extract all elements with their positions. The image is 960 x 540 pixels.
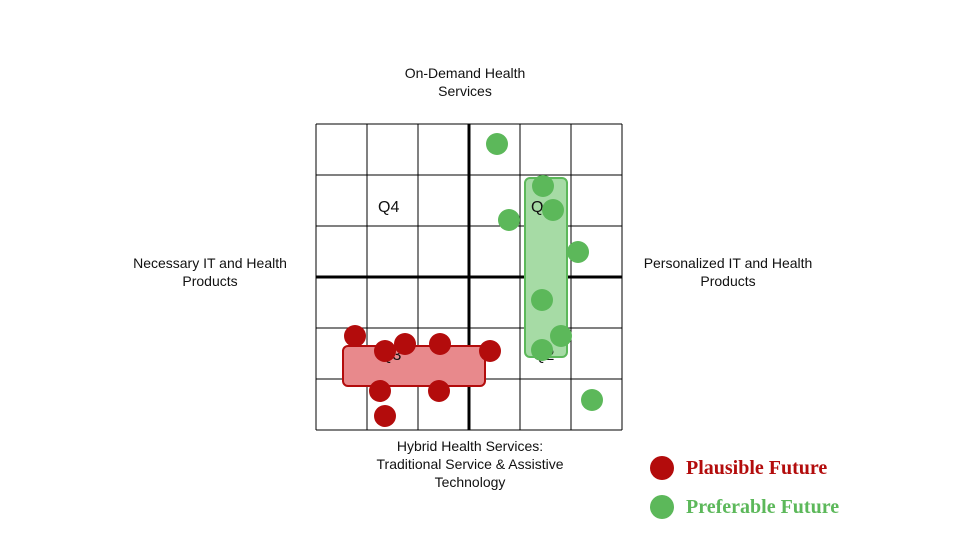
- preferable-dot: [498, 209, 520, 231]
- plausible-dot: [374, 405, 396, 427]
- plausible-dot: [344, 325, 366, 347]
- axis-label-top: On-Demand Health Services: [404, 65, 526, 99]
- preferable-dot: [486, 133, 508, 155]
- plausible-dot: [369, 380, 391, 402]
- legend-item-plausible: Plausible Future: [650, 456, 827, 480]
- preferable-dot: [567, 241, 589, 263]
- legend-item-preferable: Preferable Future: [650, 495, 839, 519]
- plausible-cluster-box: [342, 345, 486, 387]
- preferable-dot: [542, 199, 564, 221]
- quadrant-label-q4: Q4: [378, 199, 399, 216]
- plausible-dot: [429, 333, 451, 355]
- plausible-dots: [344, 325, 501, 427]
- legend-dot-preferable: [650, 495, 674, 519]
- plausible-dot: [374, 340, 396, 362]
- legend-label-plausible: Plausible Future: [686, 456, 828, 479]
- legend-label-preferable: Preferable Future: [686, 495, 840, 518]
- preferable-dot: [581, 389, 603, 411]
- plausible-dot: [428, 380, 450, 402]
- plausible-dot: [394, 333, 416, 355]
- axis-label-left: Necessary IT and Health Products: [133, 255, 287, 289]
- preferable-dot: [550, 325, 572, 347]
- preferable-dot: [531, 339, 553, 361]
- axis-label-bottom: Hybrid Health Services: Traditional Servi…: [376, 438, 564, 490]
- plausible-dot: [479, 340, 501, 362]
- preferable-dot: [532, 175, 554, 197]
- legend-dot-plausible: [650, 456, 674, 480]
- preferable-dots: [486, 133, 603, 411]
- axis-label-right: Personalized IT and Health Products: [643, 255, 813, 289]
- preferable-dot: [531, 289, 553, 311]
